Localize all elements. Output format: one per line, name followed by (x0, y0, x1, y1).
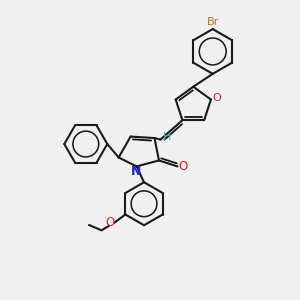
Text: Br: Br (207, 17, 219, 28)
Text: O: O (179, 160, 188, 173)
Text: O: O (212, 93, 221, 103)
Text: N: N (131, 165, 142, 178)
Text: O: O (106, 216, 115, 230)
Text: H: H (163, 132, 171, 142)
